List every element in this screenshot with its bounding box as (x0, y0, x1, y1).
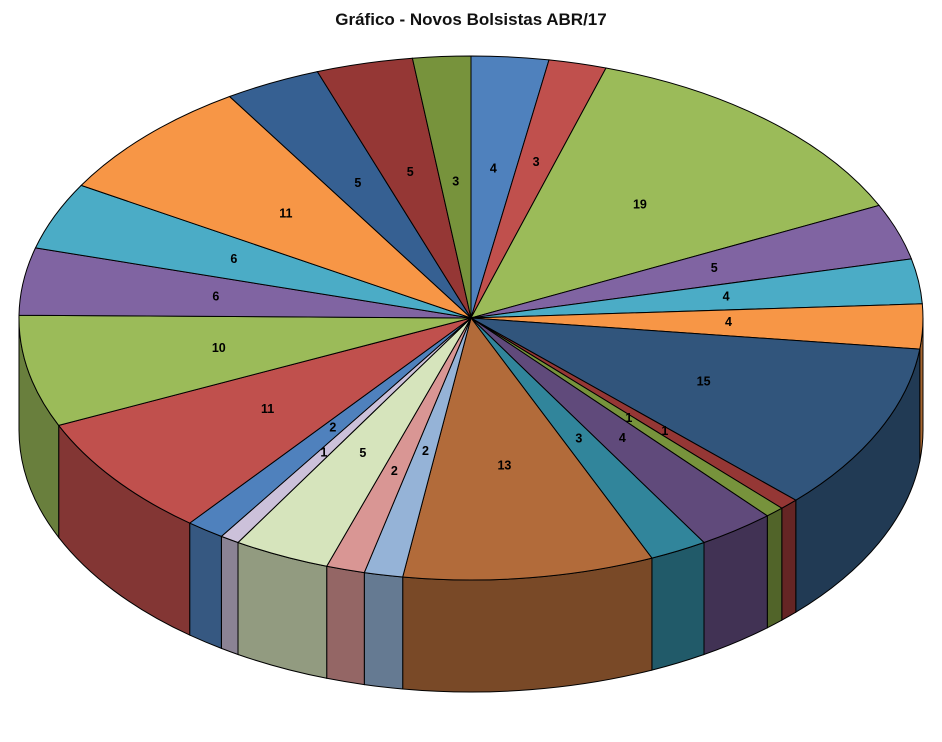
pie-slice-side (220, 535, 239, 656)
slice-value-label: 1 (320, 445, 327, 459)
slice-value-label: 5 (359, 446, 366, 460)
pie-slice-side (651, 541, 705, 671)
pie-slice[interactable] (470, 317, 921, 501)
slice-value-label: 15 (697, 374, 711, 388)
slice-value-label: 5 (711, 261, 718, 275)
slice-value-label: 3 (533, 155, 540, 169)
slice-value-label: 5 (354, 176, 361, 190)
slice-value-label: 4 (619, 431, 626, 445)
pie-slice-side (363, 572, 404, 690)
slice-value-label: 4 (490, 161, 497, 175)
slice-value-label: 10 (212, 341, 226, 355)
slice-value-label: 2 (391, 464, 398, 478)
pie-slice-side (766, 507, 783, 629)
slice-value-label: 1 (661, 424, 668, 438)
chart-title: Gráfico - Novos Bolsistas ABR/17 (335, 10, 607, 29)
slice-value-label: 11 (261, 402, 274, 416)
slice-value-label: 4 (725, 315, 732, 329)
slice-value-label: 13 (497, 458, 511, 472)
pie-slice-side (781, 499, 797, 622)
slice-value-label: 2 (422, 444, 429, 458)
slice-value-label: 11 (279, 206, 292, 220)
slice-value-label: 4 (723, 289, 730, 303)
pie-slice[interactable] (470, 67, 880, 319)
pie-slice[interactable] (80, 95, 472, 319)
slice-value-label: 1 (625, 411, 632, 425)
slice-value-label: 5 (407, 165, 414, 179)
pie-slice-side (326, 565, 365, 686)
slice-value-label: 6 (230, 252, 237, 266)
slice-value-label: 6 (212, 289, 219, 303)
pie-slice[interactable] (57, 317, 472, 524)
pie-slice[interactable] (402, 316, 653, 581)
slice-value-label: 3 (575, 431, 582, 445)
slice-value-label: 3 (452, 174, 459, 188)
pie-slice[interactable] (18, 314, 472, 426)
pie-slice[interactable] (411, 55, 472, 319)
pie-slice-side (189, 522, 222, 650)
slice-value-label: 2 (329, 420, 336, 434)
slice-value-label: 19 (633, 197, 647, 211)
